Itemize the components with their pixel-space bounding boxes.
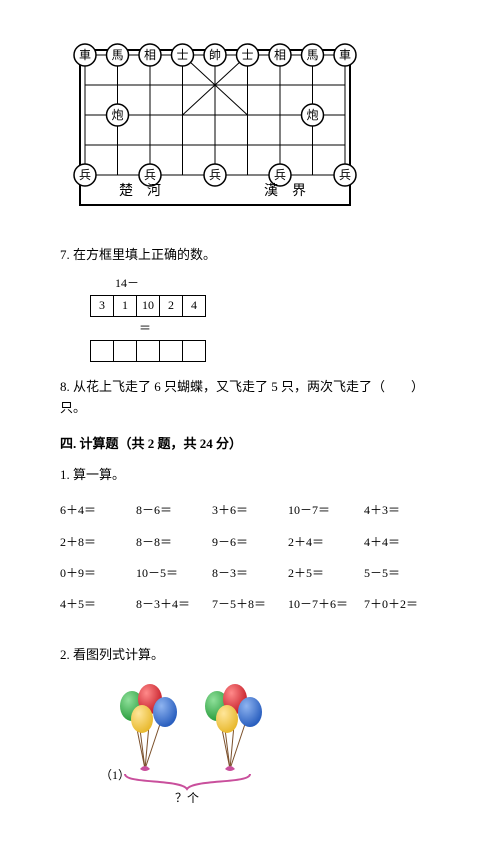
brace (125, 774, 250, 789)
svg-text:相: 相 (274, 48, 286, 62)
section4-title: 四. 计算题（共 2 题，共 24 分） (60, 434, 440, 455)
q7-blank (182, 340, 206, 362)
calc-cell: 2＋8＝ (60, 527, 136, 558)
svg-text:帥: 帥 (209, 48, 221, 62)
q7-cell: 2 (159, 295, 183, 317)
q7-cell: 3 (90, 295, 114, 317)
q7-cell: 10 (136, 295, 160, 317)
svg-text:士: 士 (176, 48, 188, 62)
calc-cell: 6＋4＝ (60, 495, 136, 526)
q7-row2 (90, 340, 440, 362)
calc-cell: 4＋3＝ (364, 495, 440, 526)
calc-cell: 8－3＝ (212, 558, 288, 589)
brace-label: ？个 (175, 791, 199, 804)
calc-cell: 2＋4＝ (288, 527, 364, 558)
calc-cell: 7＋0＋2＝ (364, 589, 440, 620)
calc-row: 2＋8＝ 8－8＝ 9－6＝ 2＋4＝ 4＋4＝ (60, 527, 440, 558)
calc-cell: 2＋5＝ (288, 558, 364, 589)
balloon-svg: （1） ？个 (80, 674, 300, 804)
svg-text:兵: 兵 (274, 168, 286, 182)
s4-q2-label: 2. 看图列式计算。 (60, 645, 440, 666)
xiangqi-svg: 車 馬 相 士 帥 士 相 馬 車 炮 炮 兵 兵 兵 兵 兵 楚 河 漢 界 (70, 40, 360, 215)
svg-text:車: 車 (79, 48, 91, 62)
calc-cell: 7－5＋8＝ (212, 589, 288, 620)
calc-row: 4＋5＝ 8－3＋4＝ 7－5＋8＝ 10－7＋6＝ 7＋0＋2＝ (60, 589, 440, 620)
svg-text:炮: 炮 (306, 108, 318, 122)
balloon-cluster-left (120, 684, 177, 771)
q7-blank (136, 340, 160, 362)
svg-text:馬: 馬 (306, 48, 318, 62)
balloon-cluster-right (205, 684, 262, 771)
svg-text:車: 車 (339, 48, 351, 62)
svg-text:馬: 馬 (111, 48, 123, 62)
calc-cell: 8－3＋4＝ (136, 589, 212, 620)
calc-row: 6＋4＝ 8－6＝ 3＋6＝ 10－7＝ 4＋3＝ (60, 495, 440, 526)
calc-cell: 0＋9＝ (60, 558, 136, 589)
q7-blank (90, 340, 114, 362)
calc-cell: 10－5＝ (136, 558, 212, 589)
calc-cell: 10－7＋6＝ (288, 589, 364, 620)
river-left: 楚 河 (119, 183, 161, 199)
item-label: （1） (100, 768, 130, 782)
calc-table: 6＋4＝ 8－6＝ 3＋6＝ 10－7＝ 4＋3＝ 2＋8＝ 8－8＝ 9－6＝… (60, 495, 440, 620)
chess-pieces-top: 車 馬 相 士 帥 士 相 馬 車 (74, 44, 356, 66)
q7-boxes: 14－ 3 1 10 2 4 ＝ (90, 274, 440, 362)
q7-cell: 4 (182, 295, 206, 317)
q7-text: 7. 在方框里填上正确的数。 (60, 245, 440, 266)
calc-cell: 10－7＝ (288, 495, 364, 526)
q7-blank (159, 340, 183, 362)
xiangqi-board: 車 馬 相 士 帥 士 相 馬 車 炮 炮 兵 兵 兵 兵 兵 楚 河 漢 界 (70, 40, 440, 215)
svg-text:兵: 兵 (209, 168, 221, 182)
calc-cell: 8－6＝ (136, 495, 212, 526)
calc-cell: 8－8＝ (136, 527, 212, 558)
s4-q1-label: 1. 算一算。 (60, 465, 440, 486)
svg-text:兵: 兵 (144, 168, 156, 182)
calc-cell: 9－6＝ (212, 527, 288, 558)
q7-blank (113, 340, 137, 362)
q7-cell: 1 (113, 295, 137, 317)
calc-cell: 4＋4＝ (364, 527, 440, 558)
calc-row: 0＋9＝ 10－5＝ 8－3＝ 2＋5＝ 5－5＝ (60, 558, 440, 589)
svg-text:士: 士 (241, 48, 253, 62)
calc-cell: 3＋6＝ (212, 495, 288, 526)
svg-text:兵: 兵 (79, 168, 91, 182)
balloon-figure: （1） ？个 (80, 674, 440, 804)
q7-eq: ＝ (90, 319, 200, 338)
svg-text:炮: 炮 (111, 108, 123, 122)
river-right: 漢 界 (264, 183, 306, 199)
q7-row1: 3 1 10 2 4 (90, 295, 440, 317)
q8-text: 8. 从花上飞走了 6 只蝴蝶，又飞走了 5 只，两次飞走了（ ）只。 (60, 377, 440, 419)
svg-text:兵: 兵 (339, 168, 351, 182)
q7-top-label: 14－ (115, 274, 440, 293)
svg-text:相: 相 (144, 48, 156, 62)
calc-cell: 5－5＝ (364, 558, 440, 589)
calc-cell: 4＋5＝ (60, 589, 136, 620)
